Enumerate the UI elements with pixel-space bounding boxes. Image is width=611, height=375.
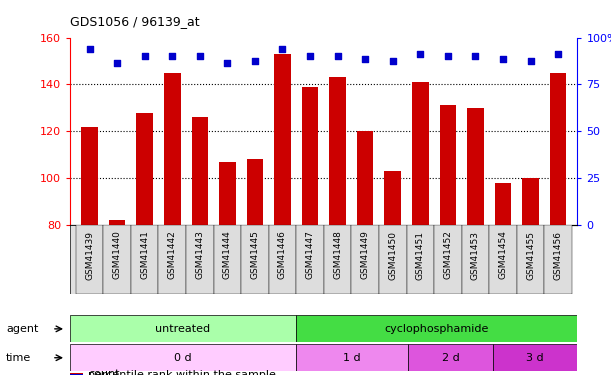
Text: GSM41454: GSM41454 <box>499 231 508 279</box>
Bar <box>191 117 208 225</box>
Bar <box>493 344 577 371</box>
Text: GDS1056 / 96139_at: GDS1056 / 96139_at <box>70 15 200 28</box>
Text: 1 d: 1 d <box>343 353 361 363</box>
Bar <box>247 159 263 225</box>
Bar <box>269 225 296 294</box>
Bar <box>351 225 379 294</box>
Point <box>498 56 508 62</box>
Bar <box>462 225 489 294</box>
Text: GSM41442: GSM41442 <box>168 231 177 279</box>
Bar <box>324 225 351 294</box>
Point <box>85 46 95 52</box>
Bar <box>164 73 180 225</box>
Text: GSM41444: GSM41444 <box>223 231 232 279</box>
Text: untreated: untreated <box>155 324 211 334</box>
Bar <box>439 105 456 225</box>
Bar <box>214 225 241 294</box>
Point <box>415 51 425 57</box>
Bar <box>103 225 131 294</box>
Bar <box>131 225 158 294</box>
Bar <box>219 162 236 225</box>
Bar <box>274 54 291 225</box>
Bar <box>136 112 153 225</box>
Text: GSM41441: GSM41441 <box>140 231 149 279</box>
Point <box>140 53 150 59</box>
Bar <box>379 225 406 294</box>
Point <box>525 58 535 64</box>
Text: GSM41456: GSM41456 <box>554 231 563 279</box>
Point <box>470 53 480 59</box>
Bar <box>70 374 83 375</box>
Bar <box>550 73 566 225</box>
Bar <box>522 178 539 225</box>
Bar <box>109 220 125 225</box>
Point <box>333 53 343 59</box>
Text: time: time <box>6 353 31 363</box>
Bar <box>406 225 434 294</box>
Bar <box>186 225 214 294</box>
Point <box>360 56 370 62</box>
Bar <box>544 225 572 294</box>
Bar <box>357 131 373 225</box>
Bar <box>517 225 544 294</box>
Text: GSM41446: GSM41446 <box>278 231 287 279</box>
Bar <box>241 225 269 294</box>
Point <box>112 60 122 66</box>
Bar <box>495 183 511 225</box>
Bar <box>81 127 98 225</box>
Bar <box>434 225 462 294</box>
Bar <box>384 171 401 225</box>
Bar <box>296 344 408 371</box>
Bar <box>70 344 296 371</box>
Point <box>388 58 398 64</box>
Point <box>305 53 315 59</box>
Text: GSM41447: GSM41447 <box>306 231 315 279</box>
Text: GSM41451: GSM41451 <box>416 231 425 279</box>
Text: percentile rank within the sample: percentile rank within the sample <box>88 370 276 375</box>
Bar <box>70 315 296 342</box>
Text: cyclophosphamide: cyclophosphamide <box>384 324 489 334</box>
Text: GSM41455: GSM41455 <box>526 231 535 279</box>
Text: count: count <box>88 369 120 375</box>
Bar <box>296 315 577 342</box>
Bar <box>408 344 493 371</box>
Text: GSM41449: GSM41449 <box>360 231 370 279</box>
Text: GSM41439: GSM41439 <box>85 231 94 279</box>
Point <box>195 53 205 59</box>
Text: GSM41445: GSM41445 <box>251 231 260 279</box>
Text: GSM41452: GSM41452 <box>444 231 452 279</box>
Text: GSM41453: GSM41453 <box>471 231 480 279</box>
Bar <box>329 77 346 225</box>
Bar <box>76 225 103 294</box>
Text: GSM41448: GSM41448 <box>333 231 342 279</box>
Text: GSM41440: GSM41440 <box>112 231 122 279</box>
Point <box>250 58 260 64</box>
Point <box>277 46 287 52</box>
Text: agent: agent <box>6 324 38 334</box>
Point <box>553 51 563 57</box>
Bar <box>412 82 428 225</box>
Text: 3 d: 3 d <box>526 353 544 363</box>
Bar <box>296 225 324 294</box>
Bar <box>489 225 517 294</box>
Text: GSM41443: GSM41443 <box>196 231 204 279</box>
Point <box>167 53 177 59</box>
Bar <box>467 108 484 225</box>
Bar <box>158 225 186 294</box>
Point <box>443 53 453 59</box>
Point <box>222 60 232 66</box>
Text: GSM41450: GSM41450 <box>388 231 397 279</box>
Text: 0 d: 0 d <box>174 353 192 363</box>
Text: 2 d: 2 d <box>442 353 459 363</box>
Bar <box>302 87 318 225</box>
